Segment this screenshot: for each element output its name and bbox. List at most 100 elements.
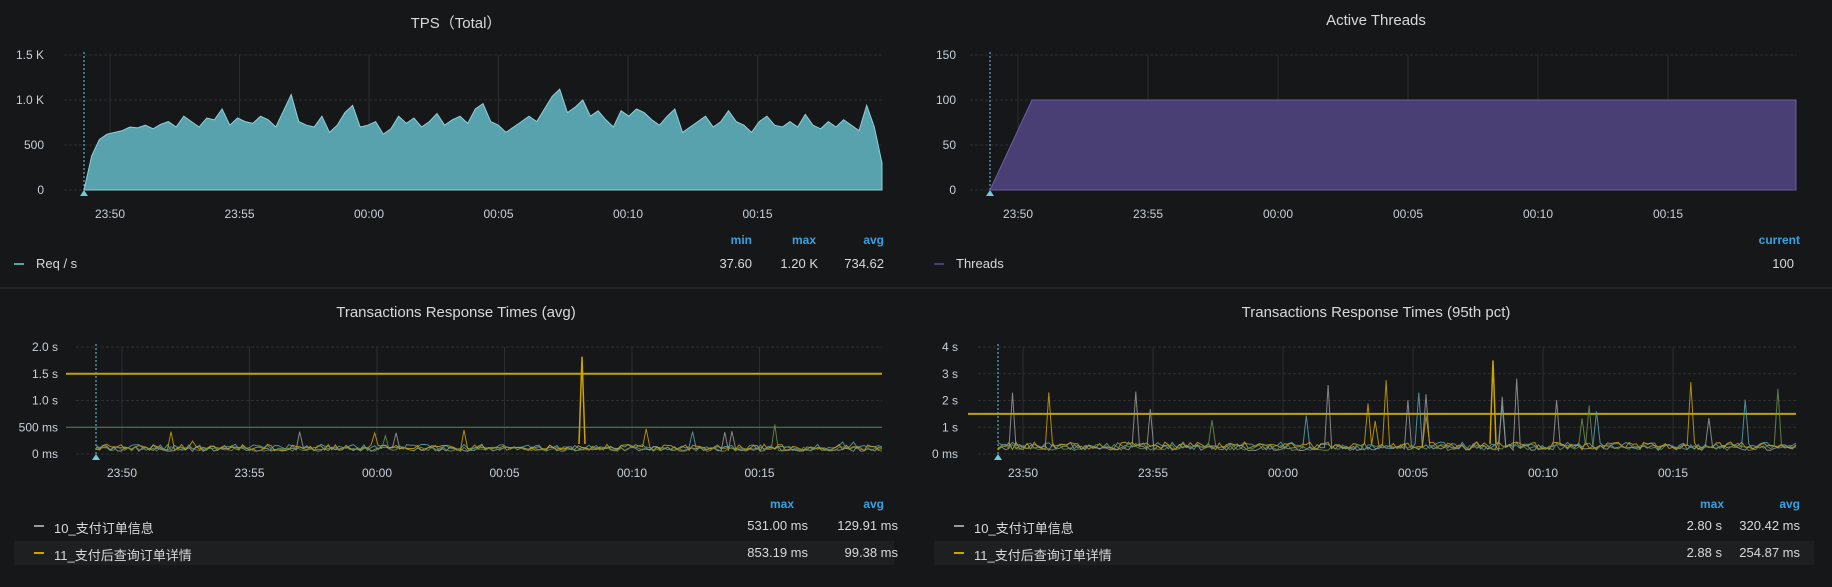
legend-swatch <box>34 525 44 527</box>
legend-avg: 320.42 ms <box>1739 518 1800 533</box>
legend-name: 11_支付后查询订单详情 <box>54 548 192 563</box>
x-tick-label: 00:10 <box>617 466 647 480</box>
legend-name: 10_支付订单信息 <box>54 521 154 536</box>
x-tick-label: 00:05 <box>483 207 513 221</box>
legend-name: 10_支付订单信息 <box>974 521 1074 536</box>
legend-max: 853.19 ms <box>747 545 808 560</box>
legend-header-avg: avg <box>863 233 884 247</box>
x-tick-label: 00:00 <box>362 466 392 480</box>
legend-name: 11_支付后查询订单详情 <box>974 548 1112 563</box>
legend-avg: 254.87 ms <box>1739 545 1800 560</box>
x-tick-label: 00:05 <box>489 466 519 480</box>
legend-header-avg: avg <box>863 497 884 511</box>
legend-max: 1.20 K <box>780 256 818 271</box>
legend-header-current: current <box>1758 233 1800 247</box>
x-tick-label: 23:55 <box>234 466 264 480</box>
legend-header-max: max <box>769 497 794 511</box>
legend-header-avg: avg <box>1779 497 1800 511</box>
y-tick-label: 1 s <box>942 420 958 434</box>
x-tick-label: 00:15 <box>1658 466 1688 480</box>
x-tick-label: 00:00 <box>1263 207 1293 221</box>
legend-max: 2.88 s <box>1686 545 1722 560</box>
panel-title: Transactions Response Times (95th pct) <box>1241 304 1511 321</box>
x-tick-label: 00:00 <box>1268 466 1298 480</box>
legend-swatch <box>14 263 24 265</box>
legend-swatch <box>34 552 44 554</box>
x-tick-label: 23:55 <box>224 207 254 221</box>
x-tick-label: 00:15 <box>742 207 772 221</box>
y-tick-label: 500 <box>24 138 44 152</box>
legend-item[interactable]: Threads 100 <box>934 252 1804 276</box>
legend-item[interactable]: 10_支付订单信息 2.80 s 320.42 ms <box>934 514 1814 538</box>
y-tick-label: 1.5 s <box>32 367 58 381</box>
series-area-req-per-s <box>83 88 883 191</box>
series-line <box>95 424 883 452</box>
series-line <box>95 428 883 452</box>
x-tick-label: 23:55 <box>1133 207 1163 221</box>
legend-max: 2.80 s <box>1686 518 1722 533</box>
panel-title: Transactions Response Times (avg) <box>336 304 576 321</box>
legend-swatch <box>954 552 964 554</box>
series-spike <box>1489 360 1497 445</box>
series-line <box>997 392 1797 451</box>
annotation-marker <box>986 190 994 196</box>
threads-chart: 0 50 100 150 23:50 23:55 00:00 00:05 00:10 00:15 <box>936 48 1797 221</box>
series-line <box>997 388 1797 452</box>
x-tick-label: 23:55 <box>1138 466 1168 480</box>
annotation-marker <box>994 454 1002 460</box>
legend-item[interactable]: 11_支付后查询订单详情 853.19 ms 99.38 ms <box>14 541 898 565</box>
x-tick-label: 00:15 <box>1653 207 1683 221</box>
response-95th-panel: Transactions Response Times (95th pct) 0… <box>920 292 1832 587</box>
divider <box>0 287 1832 289</box>
y-tick-label: 1.5 K <box>16 48 44 62</box>
y-tick-label: 4 s <box>942 340 958 354</box>
legend-avg: 99.38 ms <box>844 545 898 560</box>
legend-name: Req / s <box>36 256 78 271</box>
y-tick-label: 150 <box>936 48 956 62</box>
y-tick-label: 0 <box>949 183 956 197</box>
x-tick-label: 00:15 <box>744 466 774 480</box>
y-tick-label: 1.0 K <box>16 93 44 107</box>
x-tick-label: 00:10 <box>1528 466 1558 480</box>
legend-item[interactable]: Req / s 37.60 1.20 K 734.62 <box>14 252 884 276</box>
y-tick-label: 3 s <box>942 367 958 381</box>
legend-swatch <box>934 263 944 265</box>
x-tick-label: 00:05 <box>1393 207 1423 221</box>
y-tick-label: 50 <box>943 138 957 152</box>
legend-item[interactable]: 11_支付后查询订单详情 2.88 s 254.87 ms <box>934 541 1814 565</box>
legend-header-min: min <box>730 233 752 247</box>
legend-avg: 129.91 ms <box>837 518 898 533</box>
x-tick-label: 23:50 <box>1003 207 1033 221</box>
legend-min: 37.60 <box>719 256 752 271</box>
annotation-marker <box>92 454 100 460</box>
series-line <box>997 380 1797 451</box>
y-tick-label: 2.0 s <box>32 340 58 354</box>
legend-item[interactable]: 10_支付订单信息 531.00 ms 129.91 ms <box>14 514 898 538</box>
x-tick-label: 00:10 <box>613 207 643 221</box>
y-tick-label: 100 <box>936 93 956 107</box>
y-tick-label: 500 ms <box>19 420 58 434</box>
tps-panel: TPS（Total） 0 500 1.0 K 1.5 K 23:50 23:55 00:00… <box>0 0 912 285</box>
legend-header-max: max <box>1699 497 1724 511</box>
legend-name: Threads <box>956 256 1004 271</box>
y-tick-label: 0 ms <box>932 447 958 461</box>
response-avg-chart: 0 ms 500 ms 1.0 s 1.5 s 2.0 s 23:50 23:55 00:00… <box>19 340 883 480</box>
legend-swatch <box>954 525 964 527</box>
legend-max: 531.00 ms <box>747 518 808 533</box>
y-tick-label: 1.0 s <box>32 394 58 408</box>
response-avg-panel: Transactions Response Times (avg) 0 ms 50… <box>0 292 912 587</box>
x-tick-label: 00:00 <box>354 207 384 221</box>
y-tick-label: 0 ms <box>32 447 58 461</box>
series-spike <box>578 356 586 445</box>
legend-header-max: max <box>791 233 816 247</box>
x-tick-label: 00:10 <box>1523 207 1553 221</box>
response-95th-chart: 0 ms 1 s 2 s 3 s 4 s 23:50 23:55 00:00 00:05 00:1… <box>932 340 1797 480</box>
y-tick-label: 0 <box>37 183 44 197</box>
legend-current: 100 <box>1772 256 1794 271</box>
panel-title: TPS（Total） <box>410 15 502 32</box>
x-tick-label: 23:50 <box>1008 466 1038 480</box>
annotation-marker <box>80 190 88 196</box>
y-tick-label: 2 s <box>942 394 958 408</box>
legend-avg: 734.62 <box>844 256 884 271</box>
x-tick-label: 23:50 <box>107 466 137 480</box>
